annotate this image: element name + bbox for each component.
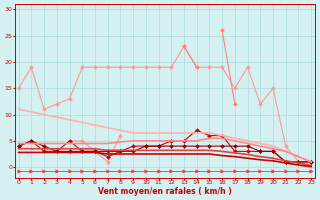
X-axis label: Vent moyen/en rafales ( km/h ): Vent moyen/en rafales ( km/h )	[98, 187, 232, 196]
